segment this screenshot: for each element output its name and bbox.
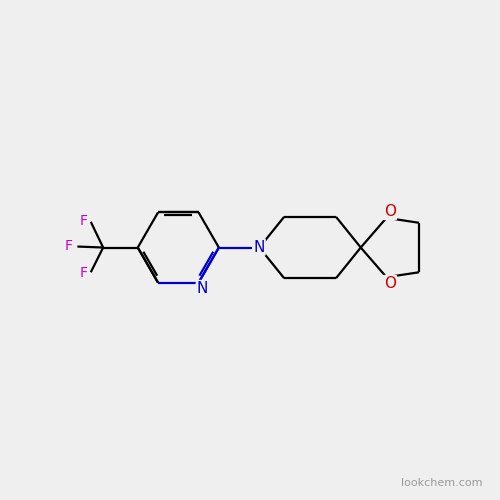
Text: N: N xyxy=(197,281,208,296)
Text: N: N xyxy=(253,240,264,254)
Text: O: O xyxy=(384,276,396,291)
Text: F: F xyxy=(80,266,88,280)
Text: F: F xyxy=(80,214,88,228)
Text: O: O xyxy=(384,204,396,219)
Text: lookchem.com: lookchem.com xyxy=(401,478,482,488)
Text: F: F xyxy=(65,239,73,253)
